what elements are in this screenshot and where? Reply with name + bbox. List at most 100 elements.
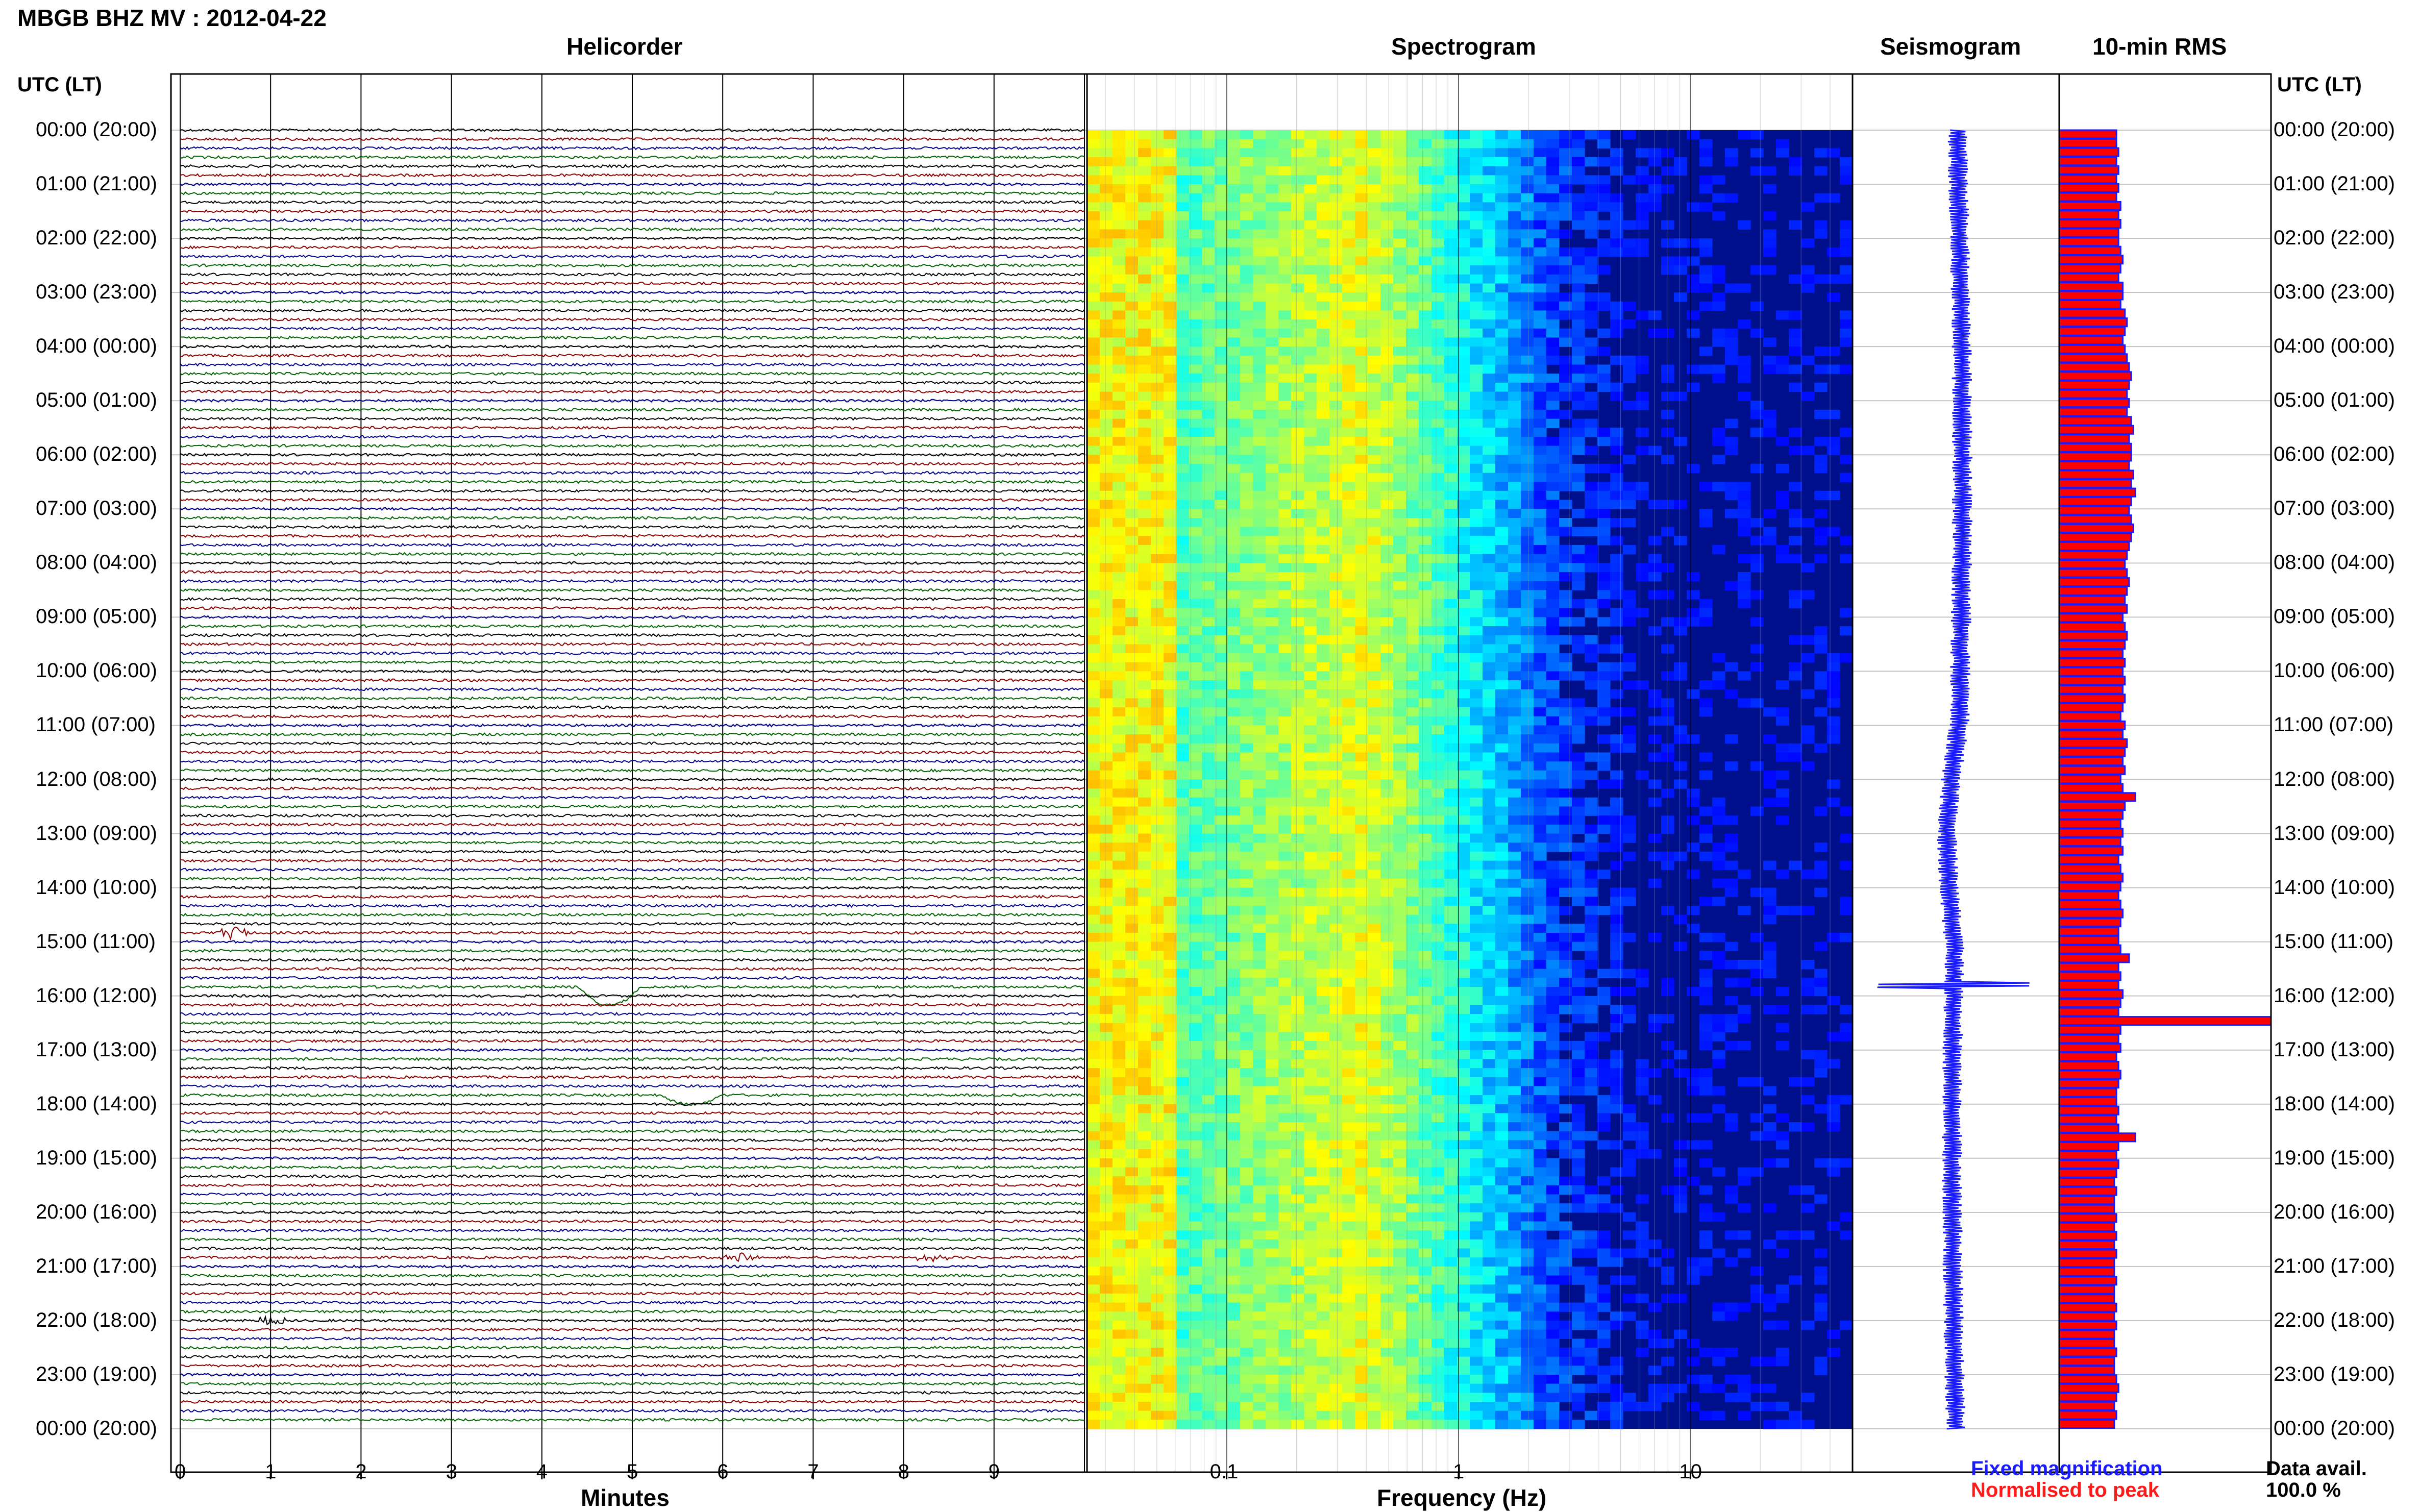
spectrogram-cell <box>1470 680 1483 690</box>
helicorder-trace <box>180 588 1085 592</box>
spectrogram-cell <box>1368 130 1381 140</box>
spectrogram-cell <box>1087 193 1100 203</box>
spectrogram-cell <box>1125 743 1139 753</box>
spectrogram-cell <box>1674 617 1687 627</box>
spectrogram-cell <box>1189 445 1202 455</box>
spectrogram-cell <box>1534 914 1547 924</box>
spectrogram-cell <box>1113 887 1126 897</box>
spectrogram-cell <box>1125 779 1139 789</box>
spectrogram-cell <box>1776 436 1789 447</box>
spectrogram-cell <box>1406 914 1419 924</box>
spectrogram-cell <box>1674 761 1687 771</box>
helicorder-trace <box>180 1011 1085 1017</box>
spectrogram-cell <box>1406 1005 1419 1014</box>
spectrogram-cell <box>1789 554 1802 563</box>
spectrogram-cell <box>1125 878 1139 888</box>
spectrogram-cell <box>1559 887 1572 897</box>
spectrogram-cell <box>1342 707 1355 717</box>
spectrogram-cell <box>1738 500 1751 509</box>
spectrogram-cell <box>1202 1077 1215 1086</box>
spectrogram-cell <box>1521 644 1534 654</box>
spectrogram-cell <box>1125 969 1139 978</box>
helicorder-trace <box>180 317 1085 322</box>
spectrogram-cell <box>1164 644 1177 654</box>
spectrogram-cell <box>1304 779 1317 789</box>
spectrogram-cell <box>1483 247 1496 257</box>
spectrogram-cell <box>1776 743 1789 753</box>
spectrogram-cell <box>1572 644 1585 654</box>
spectrogram-cell <box>1483 490 1496 501</box>
spectrogram-cell <box>1176 401 1190 410</box>
spectrogram-cell <box>1814 490 1828 501</box>
spectrogram-cell <box>1431 220 1445 230</box>
spectrogram-cell <box>1470 698 1483 708</box>
spectrogram-cell <box>1648 536 1662 546</box>
spectrogram-cell <box>1189 905 1202 915</box>
spectrogram-cell <box>1240 346 1253 356</box>
spectrogram-cell <box>1100 806 1113 816</box>
spectrogram-cell <box>1495 554 1509 563</box>
spectrogram-cell <box>1240 401 1253 410</box>
spectrogram-cell <box>1253 545 1266 555</box>
spectrogram-cell <box>1431 951 1445 960</box>
spectrogram-cell <box>1317 229 1330 239</box>
spectrogram-cell <box>1393 283 1406 293</box>
spectrogram-cell <box>1138 698 1151 708</box>
spectrogram-cell <box>1087 238 1100 248</box>
spectrogram-cell <box>1687 202 1700 212</box>
spectrogram-cell <box>1725 815 1738 825</box>
helicorder-trace <box>180 804 1085 809</box>
spectrogram-cell <box>1495 274 1509 284</box>
spectrogram-cell <box>1125 490 1139 501</box>
spectrogram-cell <box>1521 374 1534 383</box>
spectrogram-cell <box>1100 364 1113 374</box>
spectrogram-cell <box>1508 752 1521 762</box>
spectrogram-cell <box>1317 274 1330 284</box>
spectrogram-cell <box>1125 509 1139 518</box>
spectrogram-cell <box>1597 130 1611 140</box>
spectrogram-cell <box>1521 256 1534 266</box>
spectrogram-cell <box>1623 743 1636 753</box>
spectrogram-cell <box>1151 689 1164 699</box>
spectrogram-cell <box>1329 409 1343 419</box>
spectrogram-cell <box>1164 527 1177 536</box>
spectrogram-cell <box>1317 256 1330 266</box>
spectrogram-cell <box>1380 608 1394 617</box>
spectrogram-cell <box>1521 418 1534 428</box>
spectrogram-cell <box>1240 905 1253 915</box>
helicorder-trace <box>180 1138 1085 1143</box>
spectrogram-cell <box>1329 897 1343 906</box>
spectrogram-cell <box>1291 527 1304 536</box>
spectrogram-cell <box>1100 779 1113 789</box>
spectrogram-cell <box>1483 328 1496 338</box>
spectrogram-cell <box>1304 1023 1317 1032</box>
spectrogram-cell <box>1674 1050 1687 1059</box>
spectrogram-cell <box>1355 554 1368 563</box>
spectrogram-cell <box>1240 987 1253 997</box>
spectrogram-cell <box>1151 833 1164 843</box>
spectrogram-cell <box>1431 337 1445 347</box>
spectrogram-cell <box>1444 707 1458 717</box>
spectrogram-cell <box>1189 878 1202 888</box>
spectrogram-cell <box>1189 590 1202 600</box>
spectrogram-cell <box>1189 581 1202 590</box>
spectrogram-cell <box>1444 500 1458 509</box>
spectrogram-cell <box>1355 382 1368 392</box>
spectrogram-cell <box>1380 355 1394 365</box>
spectrogram-cell <box>1100 148 1113 158</box>
spectrogram-cell <box>1406 842 1419 852</box>
spectrogram-cell <box>1304 157 1317 167</box>
spectrogram-cell <box>1546 1005 1560 1014</box>
spectrogram-cell <box>1355 563 1368 573</box>
spectrogram-cell <box>1750 409 1764 419</box>
spectrogram-cell <box>1623 500 1636 509</box>
spectrogram-cell <box>1712 328 1725 338</box>
spectrogram-cell <box>1406 337 1419 347</box>
spectrogram-cell <box>1419 328 1432 338</box>
spectrogram-cell <box>1495 608 1509 617</box>
spectrogram-cell <box>1138 1014 1151 1024</box>
spectrogram-cell <box>1393 220 1406 230</box>
spectrogram-cell <box>1227 292 1241 302</box>
spectrogram-cell <box>1227 220 1241 230</box>
spectrogram-cell <box>1266 833 1279 843</box>
